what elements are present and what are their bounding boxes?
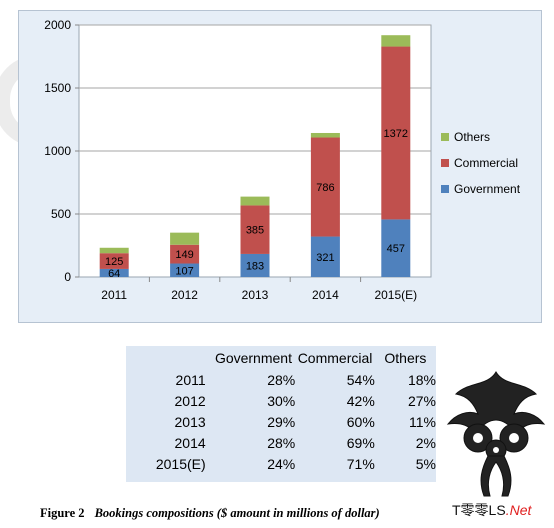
bar-others — [99, 247, 129, 254]
table-header-year — [126, 346, 212, 370]
legend-swatch-others — [441, 133, 449, 141]
legend-swatch-government — [441, 185, 449, 193]
legend-swatch-commercial — [441, 159, 449, 167]
data-label-government: 457 — [387, 243, 405, 255]
table-row: 2014 28% 69% 2% — [126, 433, 437, 454]
x-tick-label: 2015(E) — [374, 288, 417, 302]
table-cell-year: 2013 — [174, 414, 206, 430]
table-cell-commercial: 60% — [346, 414, 375, 430]
y-tick-label: 2000 — [44, 18, 71, 32]
legend-label-commercial: Commercial — [454, 156, 518, 170]
table-cell-others: 5% — [415, 456, 436, 472]
data-label-government: 64 — [108, 268, 120, 280]
bar-government — [99, 268, 129, 277]
y-tick-label: 0 — [64, 270, 71, 284]
caption-text: Bookings compositions ($ amount in milli… — [94, 506, 380, 520]
bar-commercial — [170, 244, 200, 264]
table-cell-year: 2011 — [175, 372, 206, 388]
table-cell-year: 2012 — [174, 393, 206, 409]
composition-table: Government Commercial Others 2011 28% 54… — [126, 346, 436, 482]
y-tick-label: 1000 — [44, 144, 71, 158]
bar-government — [170, 263, 200, 277]
table-cell-others: 27% — [407, 393, 436, 409]
logo-text-suffix: .Net — [505, 502, 532, 518]
bar-others — [381, 35, 411, 47]
logo-wordmark: T零零LS.Net — [452, 500, 531, 520]
bar-commercial — [381, 46, 411, 220]
table-cell-commercial: 69% — [346, 435, 375, 451]
data-label-commercial: 149 — [175, 249, 193, 261]
table-cell-year: 2015(E) — [155, 456, 206, 472]
chart-frame: 0 500 1000 1500 2000 64 125 2011 107 149 2012 183 38… — [18, 10, 542, 323]
table-header-commercial: Commercial — [297, 350, 373, 366]
table-header-government: Government — [214, 350, 292, 366]
table-cell-commercial: 71% — [346, 456, 375, 472]
bar-commercial — [99, 253, 129, 269]
bar-others — [170, 232, 200, 245]
legend-label-government: Government — [454, 182, 521, 196]
dragon-logo — [446, 370, 546, 497]
table-cell-others: 2% — [415, 435, 436, 451]
table-cell-others: 11% — [409, 414, 436, 430]
table-cell-others: 18% — [407, 372, 436, 388]
x-tick-label: 2014 — [312, 288, 339, 302]
bar-government — [240, 253, 270, 277]
table-header-others: Others — [384, 350, 427, 366]
table-cell-government: 28% — [267, 372, 296, 388]
bar-government — [381, 219, 411, 277]
table-row: 2012 30% 42% 27% — [126, 391, 437, 412]
table-row: 2015(E) 24% 71% 5% — [126, 454, 436, 475]
table-cell-commercial: 54% — [346, 372, 375, 388]
table-cell-year: 2014 — [174, 435, 206, 451]
bar-commercial — [240, 205, 270, 254]
bar-commercial — [310, 137, 340, 237]
logo-text-main: T零零LS — [452, 502, 506, 518]
bar-others — [240, 196, 270, 206]
legend-label-others: Others — [454, 130, 490, 144]
data-label-commercial: 125 — [105, 256, 123, 268]
figure-caption: Figure 2 Bookings compositions ($ amount … — [40, 506, 380, 521]
table-row: 2011 28% 54% 18% — [126, 370, 436, 391]
x-tick-label: 2011 — [101, 288, 127, 302]
data-label-commercial: 786 — [316, 182, 334, 194]
x-tick-label: 2012 — [171, 288, 198, 302]
bar-others — [310, 132, 340, 138]
data-label-commercial: 385 — [246, 225, 264, 237]
y-tick-label: 500 — [51, 207, 71, 221]
x-tick-label: 2013 — [242, 288, 269, 302]
data-label-government: 321 — [316, 252, 334, 264]
table-header-row: Government Commercial Others — [126, 346, 436, 370]
y-tick-label: 1500 — [44, 81, 71, 95]
data-label-commercial: 1372 — [384, 128, 408, 140]
table-cell-government: 24% — [267, 456, 296, 472]
data-label-government: 183 — [246, 260, 264, 272]
table-row: 2013 29% 60% 11% — [126, 412, 437, 433]
table-cell-government: 29% — [267, 414, 296, 430]
table-cell-government: 28% — [267, 435, 296, 451]
caption-number: Figure 2 — [40, 506, 85, 520]
table-cell-commercial: 42% — [346, 393, 375, 409]
bar-government — [310, 236, 340, 277]
data-label-government: 107 — [175, 265, 193, 277]
table-cell-government: 30% — [267, 393, 296, 409]
